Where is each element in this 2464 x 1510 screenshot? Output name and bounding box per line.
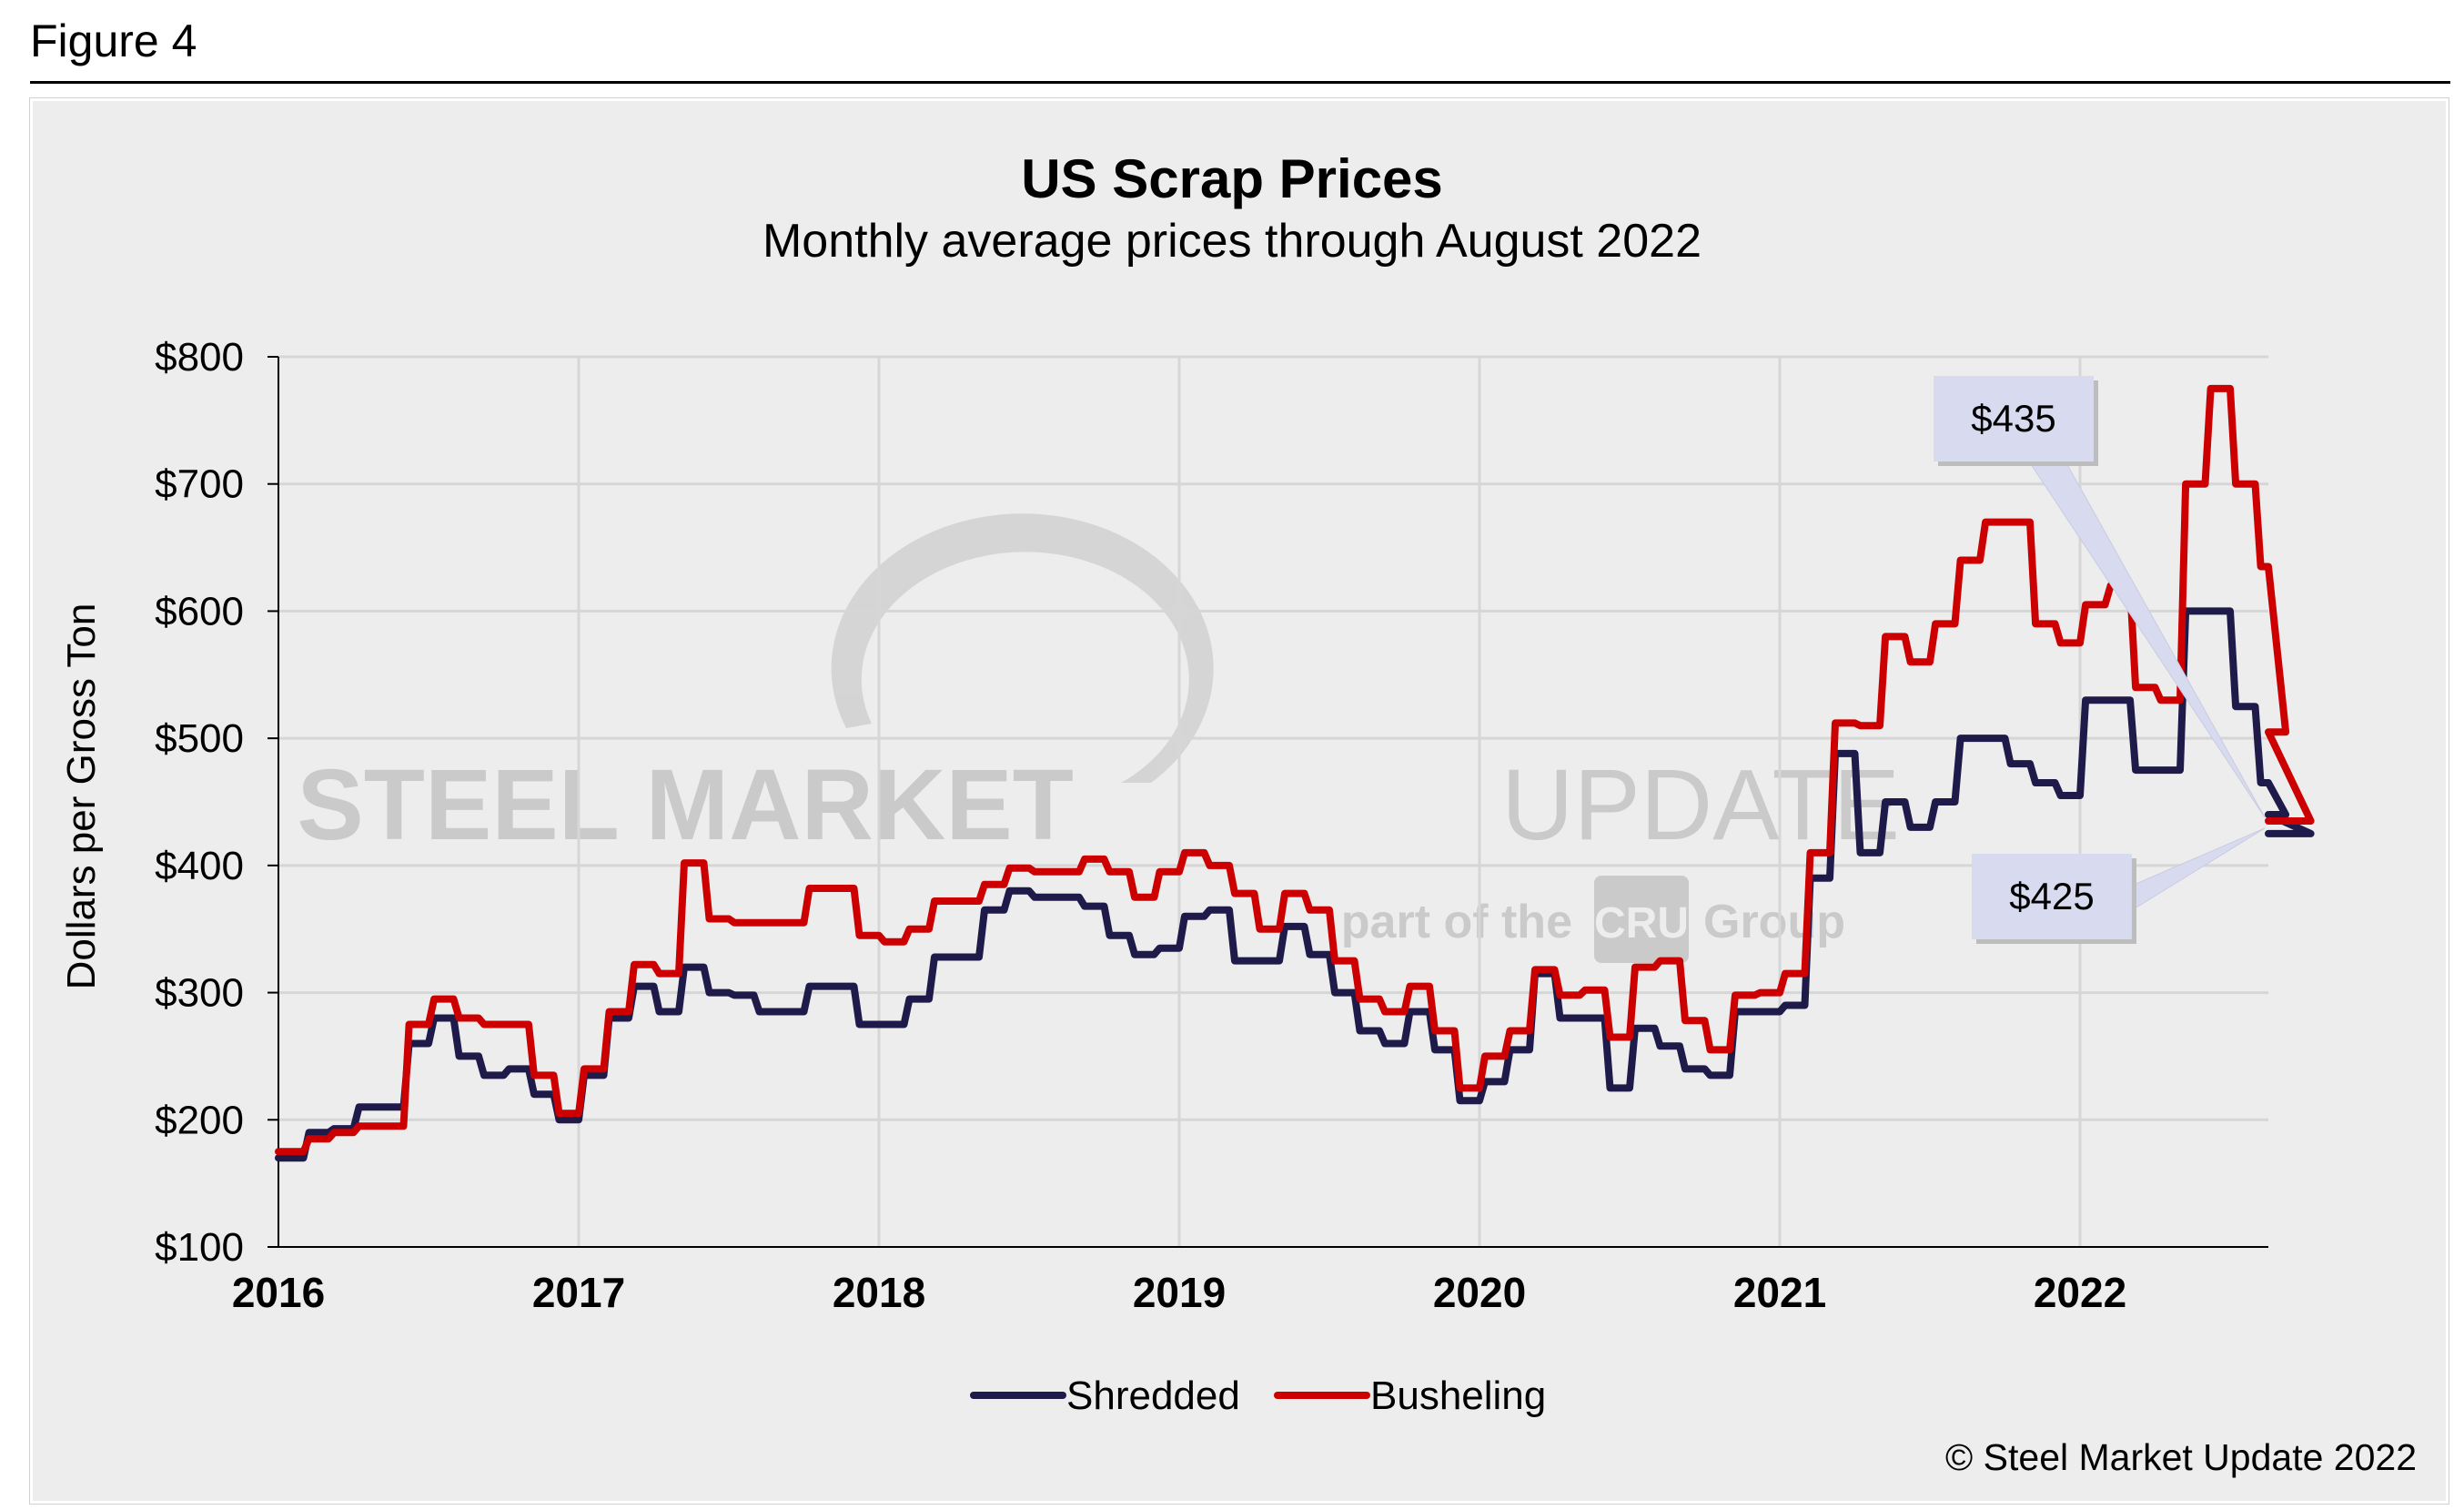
watermark-title-bold: STEEL MARKET: [297, 749, 1074, 861]
watermark-title-light: UPDATE: [1501, 749, 1900, 861]
callout-label: $435: [1971, 397, 2055, 440]
figure-label: Figure 4: [30, 15, 197, 66]
y-tick-label: $100: [155, 1225, 244, 1270]
x-tick-label: 2017: [532, 1269, 625, 1316]
callout-shredded: $425: [1972, 827, 2266, 944]
watermark-swoosh: [831, 513, 1214, 783]
gridlines: [278, 355, 2268, 1247]
legend: Shredded Busheling: [970, 1373, 1546, 1418]
figure-rule: [30, 81, 2450, 84]
y-tick-label: $300: [155, 971, 244, 1016]
legend-label-busheling: Busheling: [1370, 1373, 1546, 1418]
copyright-notice: © Steel Market Update 2022: [1945, 1436, 2417, 1478]
chart-subtitle: Monthly average prices through August 20…: [762, 215, 1702, 268]
watermark-subtitle-right: Group: [1703, 896, 1845, 948]
x-tick-label: 2018: [833, 1269, 925, 1316]
watermark-logo-text: CRU: [1594, 899, 1689, 948]
series-lines: [275, 384, 2315, 1162]
axes: $100 $200 $300 $400 $500 $600 $700 $800 2016 2017…: [155, 335, 2268, 1316]
callout-label: $425: [2009, 875, 2094, 917]
y-tick-label: $500: [155, 716, 244, 761]
watermark-subtitle-left: part of the: [1341, 896, 1572, 948]
callout-busheling: $435: [1934, 376, 2266, 818]
chart-title: US Scrap Prices: [1021, 148, 1443, 209]
y-tick-label: $600: [155, 589, 244, 633]
x-tick-label: 2016: [232, 1269, 325, 1316]
y-tick-label: $400: [155, 844, 244, 888]
y-axis-label: Dollars per Gross Ton: [59, 603, 104, 990]
callout-box: [1934, 376, 2094, 461]
annotations: $435 $425: [1934, 376, 2266, 944]
x-tick-label: 2020: [1433, 1269, 1526, 1316]
watermark-logo-box: [1594, 876, 1689, 963]
x-tick-label: 2019: [1133, 1269, 1226, 1316]
callout-box: [1972, 854, 2132, 939]
x-tick-label: 2021: [1733, 1269, 1826, 1316]
x-tick-label: 2022: [2034, 1269, 2126, 1316]
callout-pointer: [2131, 827, 2266, 911]
legend-label-shredded: Shredded: [1066, 1373, 1240, 1418]
chart-frame: [30, 98, 2449, 1504]
y-tick-label: $200: [155, 1098, 244, 1142]
y-tick-label: $700: [155, 462, 244, 507]
y-tick-label: $800: [155, 335, 244, 380]
series-line-busheling: [275, 384, 2315, 1156]
